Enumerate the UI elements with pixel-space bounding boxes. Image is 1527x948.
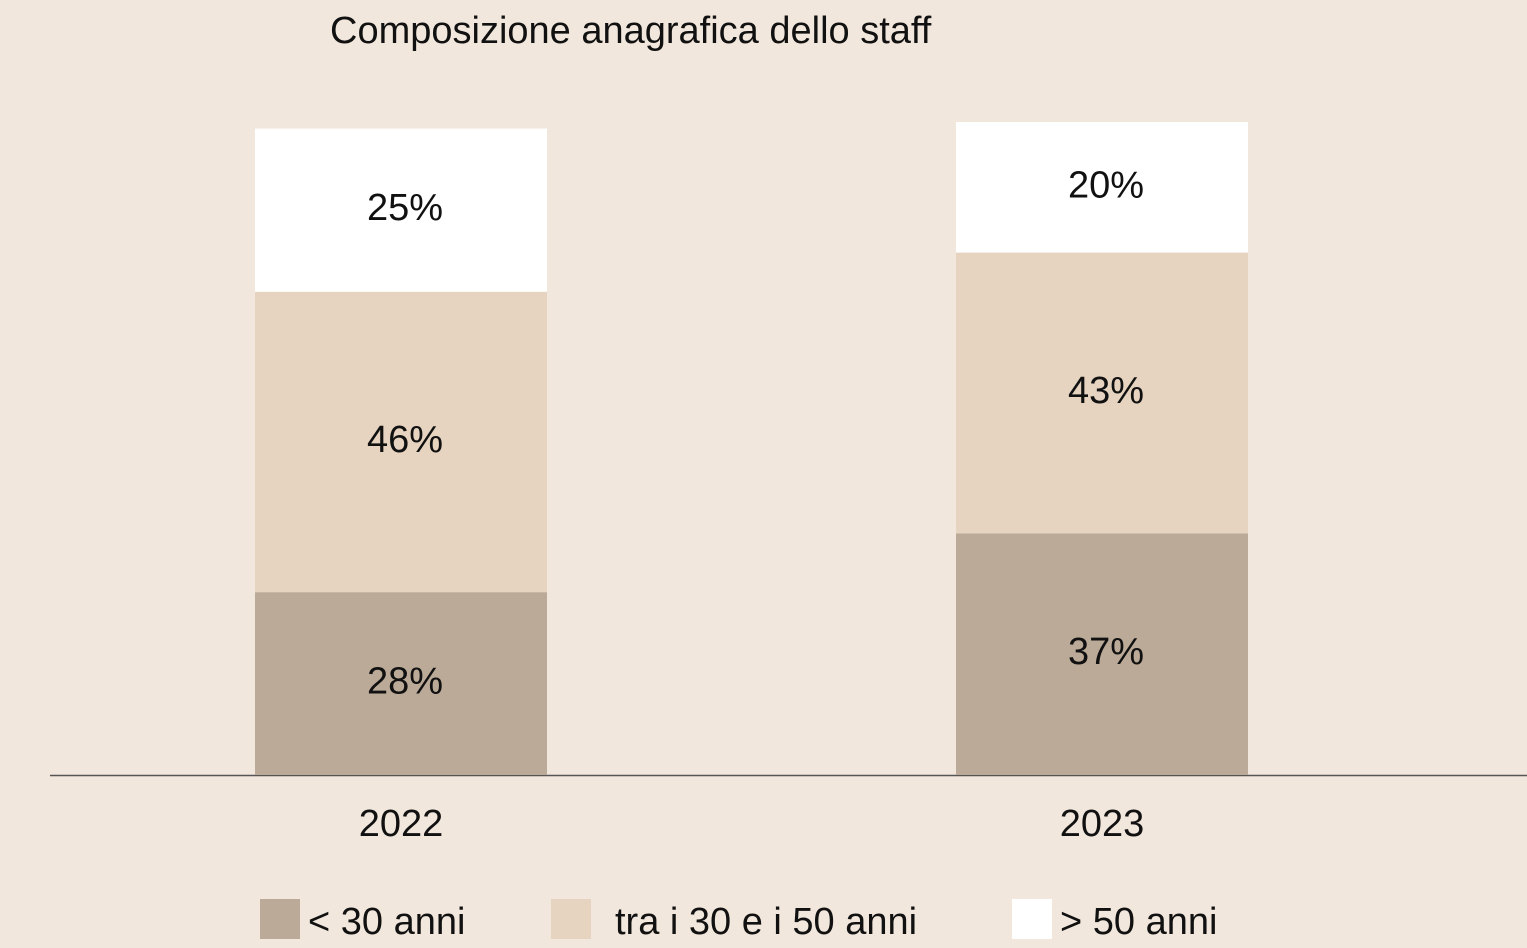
bar-segment: [255, 291, 547, 593]
x-tick-label: 2022: [359, 803, 444, 845]
x-tick-label: 2023: [1060, 803, 1145, 845]
data-label: 28%: [367, 661, 443, 703]
bar-segment: [255, 592, 547, 775]
bar-segment: [255, 128, 547, 292]
data-label: 46%: [367, 419, 443, 461]
data-label: 20%: [1068, 164, 1144, 206]
data-label: 37%: [1068, 631, 1144, 673]
bar-segment: [956, 533, 1248, 775]
legend-swatch: [1012, 899, 1052, 939]
chart-title: Composizione anagrafica dello staff: [330, 10, 932, 52]
legend-label: tra i 30 e i 50 anni: [615, 901, 917, 943]
legend-swatch: [260, 899, 300, 939]
bar-segment: [956, 122, 1248, 253]
data-label: 25%: [367, 187, 443, 229]
legend-label: < 30 anni: [308, 901, 465, 943]
legend-label: > 50 anni: [1060, 901, 1217, 943]
legend-swatch: [551, 899, 591, 939]
bar-segment: [956, 252, 1248, 534]
data-label: 43%: [1068, 370, 1144, 412]
